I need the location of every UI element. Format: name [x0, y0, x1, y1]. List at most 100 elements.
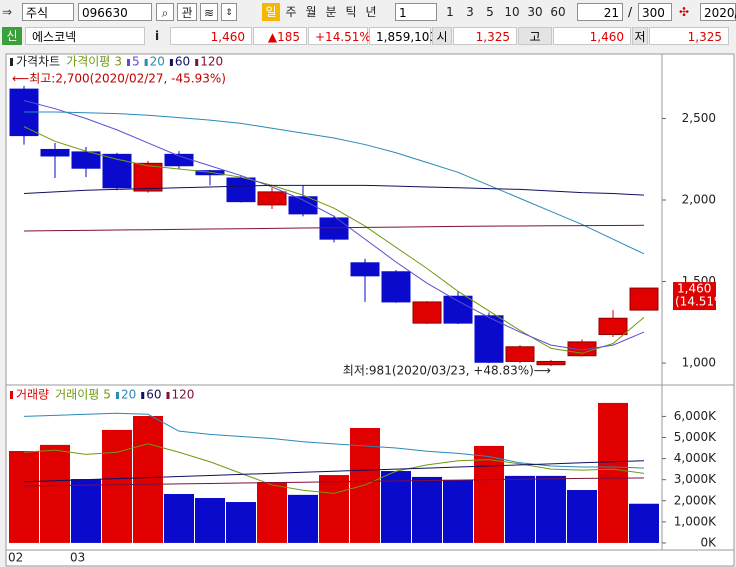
volume-bar — [40, 444, 70, 543]
legend-swatch — [126, 59, 130, 66]
candle-body — [536, 360, 566, 366]
candle-body — [71, 151, 101, 169]
annotation: ⟵최고:2,700(2020/02/27, -45.93%) — [12, 72, 226, 86]
legend-swatch — [195, 59, 199, 66]
legend-swatch — [144, 59, 148, 66]
candle-body — [288, 196, 318, 215]
interval-button[interactable]: 5 — [486, 5, 494, 19]
x-tick-label: 02 — [8, 551, 23, 565]
price-tag — [673, 282, 716, 311]
low-price: 1,325 — [649, 27, 729, 45]
link-button[interactable]: ≋ — [200, 3, 218, 21]
watch-button[interactable]: 관 — [177, 3, 197, 21]
interval-button[interactable]: 60 — [550, 5, 566, 19]
volume-bar — [319, 475, 349, 543]
y-tick-label: 6,000K — [674, 409, 717, 423]
volume-bar — [474, 445, 504, 543]
candle-body — [443, 295, 473, 324]
volume-bar — [629, 503, 659, 543]
menu-icon[interactable]: ⇒ — [2, 5, 13, 19]
volume-bar — [102, 429, 132, 543]
candle-body — [598, 317, 628, 336]
spin-button[interactable]: ⇕ — [221, 3, 237, 21]
legend-item: 120 — [172, 388, 195, 402]
interval-button[interactable]: 10 — [504, 5, 520, 19]
volume-bar — [505, 475, 535, 543]
volume: 1,859,103 — [369, 27, 437, 45]
legend-swatch — [115, 392, 119, 399]
volume-bar — [598, 402, 628, 543]
y-tick-label: 1,000 — [682, 356, 716, 370]
volume-bar — [71, 479, 101, 543]
max-count-input[interactable]: 300 — [638, 3, 672, 21]
legend-swatch — [10, 391, 13, 399]
date-input[interactable]: 2020/ — [700, 3, 736, 21]
y-tick-label: 2,000K — [674, 493, 717, 507]
x-tick-label: 03 — [70, 551, 85, 565]
count-input[interactable]: 21 — [577, 3, 623, 21]
interval-button[interactable]: 30 — [527, 5, 543, 19]
moving-average-line — [23, 412, 645, 469]
period-button[interactable]: 년 — [365, 5, 377, 19]
period-button[interactable]: 주 — [285, 5, 297, 19]
y-tick-label: 5,000K — [674, 430, 717, 444]
period-button[interactable]: 월 — [305, 5, 317, 19]
y-tick-label: 2,000 — [682, 193, 716, 207]
period-button[interactable]: 분 — [325, 5, 337, 19]
volume-bar — [536, 475, 566, 543]
volume-bar — [350, 428, 380, 543]
legend-ma-title: 거래이평 — [55, 388, 99, 402]
candle-body — [381, 271, 411, 303]
legend-item: 120 — [200, 55, 223, 69]
info-button[interactable]: i — [154, 29, 160, 43]
open-label: 시 — [432, 27, 452, 45]
volume-bar — [133, 415, 163, 543]
candle-body — [257, 191, 287, 206]
moving-average-line — [23, 224, 645, 232]
y-tick-label: 0K — [700, 535, 717, 549]
volume-bar — [288, 494, 318, 543]
moving-average-line — [23, 126, 645, 354]
legend-item: 5 — [132, 55, 140, 69]
candle-body — [505, 346, 535, 362]
y-tick-label: 1,000K — [674, 514, 717, 528]
low-label: 저 — [632, 27, 648, 45]
market-select[interactable]: 주식 — [22, 3, 74, 21]
candle-body — [102, 153, 132, 189]
volume-bar — [257, 481, 287, 543]
legend-item: 60 — [175, 55, 190, 69]
legend-swatch — [141, 392, 145, 399]
period-button[interactable]: 틱 — [345, 5, 357, 19]
code-input[interactable]: 096630 — [78, 3, 152, 21]
candle-body — [629, 287, 659, 311]
candle-body — [412, 301, 442, 324]
open-price: 1,325 — [453, 27, 517, 45]
y-tick-label: 2,500 — [682, 111, 716, 125]
moving-average-line — [24, 111, 645, 255]
legend-item: 60 — [146, 388, 161, 402]
price-tag-change: (14.51%) — [675, 295, 730, 309]
search-button[interactable]: ⌕ — [156, 3, 174, 21]
change-rate: +14.51% — [308, 27, 371, 45]
candle-body — [133, 162, 163, 192]
badge: 신 — [2, 27, 22, 45]
candle-body — [350, 262, 380, 277]
volume-bar — [381, 471, 411, 543]
interval-button[interactable]: 3 — [466, 5, 474, 19]
stock-name: 에스코넥 — [25, 27, 145, 45]
price: 1,460 — [170, 27, 252, 45]
legend-item: 5 — [103, 388, 111, 402]
candle-body — [226, 177, 256, 203]
price-tag-label: 1,460 — [677, 282, 711, 296]
unit-select[interactable]: 1 — [395, 3, 437, 21]
volume-bar — [195, 498, 225, 543]
interval-button[interactable]: 1 — [446, 5, 454, 19]
reset-icon[interactable]: ✣ — [678, 5, 690, 19]
legend-swatch — [10, 58, 13, 66]
period-button[interactable]: 일 — [262, 3, 280, 21]
high-label: 고 — [518, 27, 552, 45]
candle-body — [40, 148, 70, 157]
y-tick-label: 3,000K — [674, 472, 717, 486]
